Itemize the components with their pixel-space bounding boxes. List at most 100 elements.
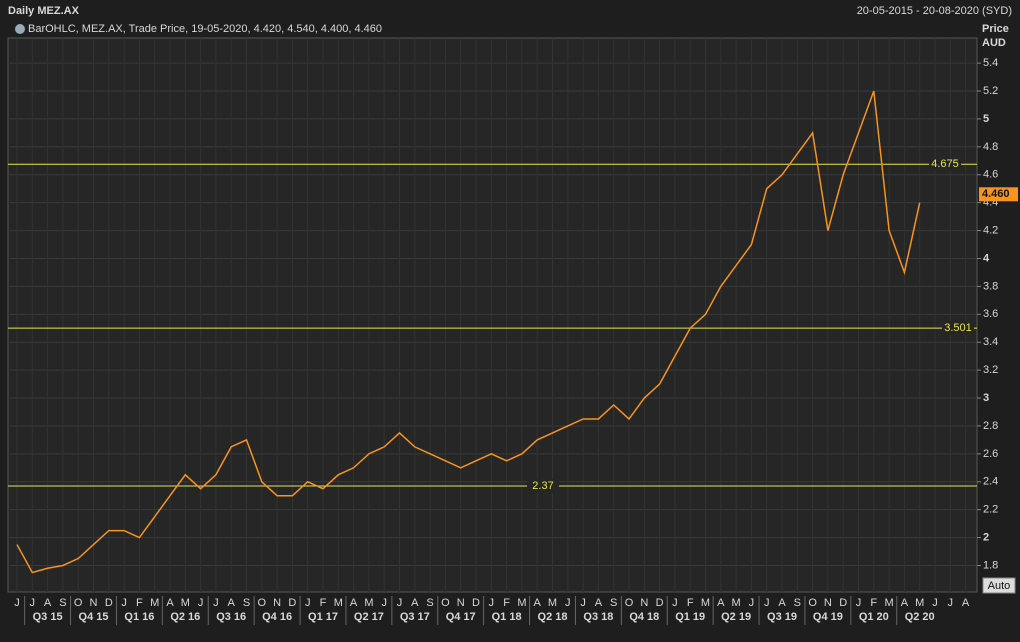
quarter-label: Q1 19 — [675, 611, 705, 623]
x-tick-label: M — [181, 597, 190, 609]
x-tick-label: O — [74, 597, 83, 609]
level-label-bg — [942, 321, 974, 336]
x-tick-label: J — [305, 597, 311, 609]
x-tick-label: A — [44, 597, 52, 609]
quarter-label: Q3 19 — [767, 611, 797, 623]
x-tick-label: J — [381, 597, 387, 609]
x-tick-label: N — [273, 597, 281, 609]
y-axis-label: AUD — [982, 37, 1006, 49]
x-tick-label: M — [885, 597, 894, 609]
level-label: 2.37 — [532, 480, 553, 492]
x-tick-label: D — [839, 597, 847, 609]
x-tick-label: D — [472, 597, 480, 609]
x-tick-label: N — [90, 597, 98, 609]
x-tick-label: J — [856, 597, 862, 609]
auto-button-label[interactable]: Auto — [988, 580, 1011, 592]
x-tick-label: A — [411, 597, 419, 609]
x-tick-label: J — [672, 597, 678, 609]
quarter-label: Q2 18 — [538, 611, 568, 623]
x-tick-label: J — [749, 597, 755, 609]
y-tick-label: 3.2 — [983, 364, 998, 376]
x-tick-label: A — [166, 597, 174, 609]
x-tick-label: J — [30, 597, 36, 609]
x-tick-label: F — [136, 597, 143, 609]
x-tick-label: J — [397, 597, 403, 609]
y-axis-label: Price — [982, 23, 1009, 35]
quarter-label: Q4 15 — [79, 611, 109, 623]
x-tick-label: S — [610, 597, 617, 609]
x-tick-label: N — [640, 597, 648, 609]
x-tick-label: S — [794, 597, 801, 609]
x-tick-label: M — [701, 597, 710, 609]
x-tick-label: M — [732, 597, 741, 609]
y-tick-label: 2.8 — [983, 420, 998, 432]
quarter-label: Q3 18 — [583, 611, 613, 623]
plot-area — [7, 37, 978, 593]
x-tick-label: A — [228, 597, 236, 609]
y-tick-label: 2 — [983, 531, 989, 543]
x-tick-label: J — [198, 597, 204, 609]
legend-icon — [15, 24, 25, 34]
quarter-label: Q2 16 — [170, 611, 200, 623]
x-tick-label: D — [288, 597, 296, 609]
y-tick-label: 5.2 — [983, 85, 998, 97]
level-label: 3.501 — [944, 322, 972, 334]
x-tick-label: O — [258, 597, 267, 609]
auto-button[interactable] — [982, 577, 1016, 594]
y-tick-label: 1.8 — [983, 559, 998, 571]
y-tick-label: 3.4 — [983, 336, 998, 348]
y-tick-label: 2.2 — [983, 504, 998, 516]
y-tick-label: 2.6 — [983, 448, 998, 460]
price-line — [16, 90, 921, 574]
x-tick-label: J — [948, 597, 954, 609]
last-value-tag — [979, 187, 1018, 202]
x-tick-label: D — [105, 597, 113, 609]
level-label-bg — [527, 478, 559, 493]
quarter-label: Q2 17 — [354, 611, 384, 623]
y-tick-label: 4 — [983, 252, 990, 264]
quarter-label: Q1 18 — [492, 611, 522, 623]
x-tick-label: J — [14, 597, 20, 609]
x-tick-label: F — [320, 597, 327, 609]
x-tick-label: J — [213, 597, 219, 609]
x-tick-label: S — [59, 597, 66, 609]
quarter-label: Q2 19 — [721, 611, 751, 623]
x-tick-label: J — [489, 597, 495, 609]
x-tick-label: A — [778, 597, 786, 609]
quarter-label: Q3 16 — [216, 611, 246, 623]
y-tick-label: 3 — [983, 392, 989, 404]
quarter-label: Q4 17 — [446, 611, 476, 623]
x-tick-label: A — [901, 597, 909, 609]
quarter-label: Q3 17 — [400, 611, 430, 623]
x-tick-label: M — [364, 597, 373, 609]
x-tick-label: F — [503, 597, 510, 609]
x-tick-label: O — [441, 597, 450, 609]
quarter-label: Q4 18 — [629, 611, 659, 623]
legend-text: BarOHLC, MEZ.AX, Trade Price, 19-05-2020… — [28, 23, 382, 35]
last-value-label: 4.460 — [982, 188, 1010, 200]
x-tick-label: A — [350, 597, 358, 609]
quarter-label: Q1 17 — [308, 611, 338, 623]
quarter-label: Q1 20 — [859, 611, 889, 623]
x-tick-label: J — [580, 597, 586, 609]
x-tick-label: O — [625, 597, 634, 609]
quarter-label: Q4 19 — [813, 611, 843, 623]
y-tick-label: 2.4 — [983, 476, 998, 488]
y-tick-label: 4.8 — [983, 141, 998, 153]
x-tick-label: A — [962, 597, 970, 609]
quarter-label: Q1 16 — [124, 611, 154, 623]
x-tick-label: M — [548, 597, 557, 609]
quarter-label: Q4 16 — [262, 611, 292, 623]
level-label: 4.675 — [931, 158, 959, 170]
x-tick-label: N — [824, 597, 832, 609]
date-range: 20-05-2015 - 20-08-2020 (SYD) — [857, 5, 1012, 17]
x-tick-label: J — [932, 597, 938, 609]
x-tick-label: A — [595, 597, 603, 609]
x-tick-label: S — [426, 597, 433, 609]
y-tick-label: 4.2 — [983, 224, 998, 236]
x-tick-label: F — [870, 597, 877, 609]
x-tick-label: S — [243, 597, 250, 609]
x-tick-label: J — [121, 597, 127, 609]
x-tick-label: D — [656, 597, 664, 609]
